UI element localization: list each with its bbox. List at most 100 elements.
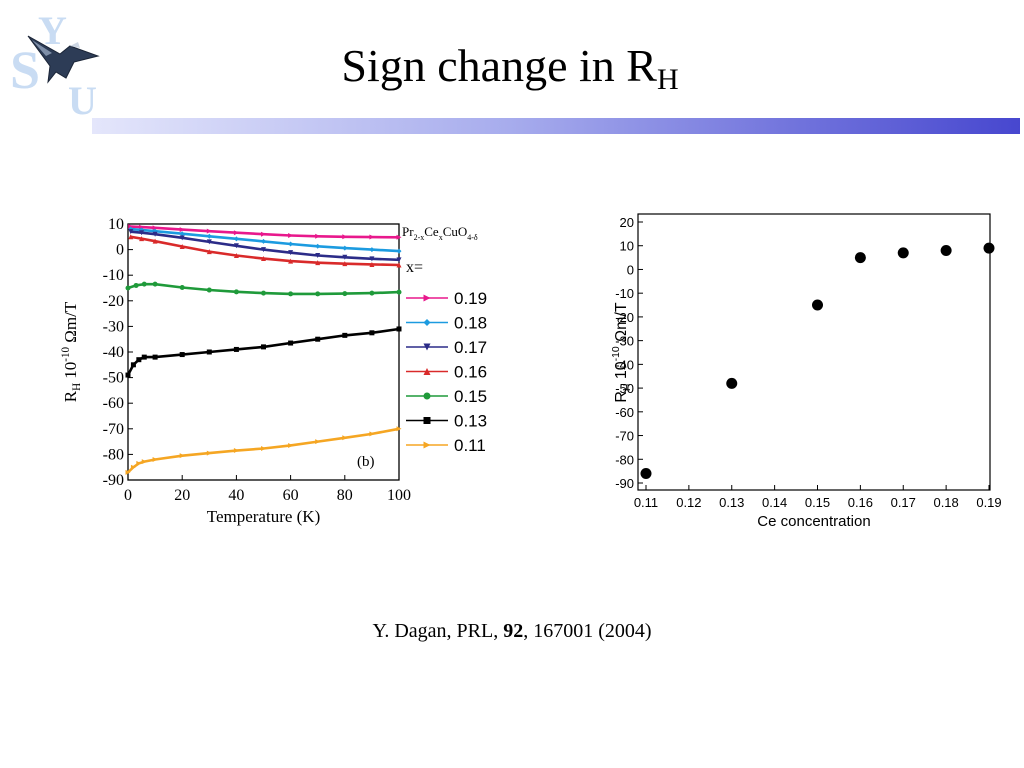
data-point [315,336,321,342]
legend-item-0.17: 0.17 [406,338,487,357]
data-point [396,326,402,332]
right-y-tick-label: -60 [615,405,634,420]
series-0.15 [125,281,402,297]
data-point [369,330,375,336]
data-point [342,435,348,441]
series-line [130,235,400,267]
data-point [206,450,212,456]
data-point [396,289,402,295]
left-y-tick-label: -80 [103,446,124,463]
data-point [152,457,158,463]
scatter-point [897,247,909,259]
right-x-axis-label: Ce concentration [757,513,870,530]
right-x-tick-label: 0.12 [676,495,701,510]
data-point [139,224,145,230]
svg-text:RH 10-10 Ωm/T: RH 10-10 Ωm/T [60,301,83,402]
legend-item-0.16: 0.16 [406,363,487,382]
data-point [206,349,212,355]
data-point [152,225,158,231]
legend-item-label: 0.16 [454,363,487,382]
data-point [233,346,239,352]
right-x-tick-label: 0.13 [719,495,744,510]
data-point [288,291,294,297]
data-point [206,233,212,239]
left-y-tick-label: 10 [108,216,124,233]
data-point [315,252,321,258]
legend-item-label: 0.15 [454,387,487,406]
left-x-tick-label: 60 [283,487,299,504]
data-point [315,260,321,266]
legend-item-0.19: 0.19 [406,289,487,308]
left-x-tick-label: 40 [228,487,244,504]
data-point [342,245,348,251]
data-point [130,464,136,470]
data-point [369,290,375,296]
data-point [206,249,212,255]
series-line [126,327,400,376]
data-point [233,230,239,236]
scatter-point [726,377,738,389]
right-y-tick-label: -90 [615,476,634,491]
title-subscript: H [656,63,679,96]
data-point [152,231,158,237]
series-0.16 [128,234,402,268]
data-point [369,431,375,437]
data-point [125,372,131,378]
data-point [396,262,402,268]
legend-label: x= [406,259,423,276]
right-y-tick-label: -20 [615,310,634,325]
scatter-point [983,242,995,254]
data-point [315,291,321,297]
data-point [128,229,134,235]
legend-item-0.18: 0.18 [406,314,487,333]
right-x-tick-label: 0.18 [933,495,958,510]
data-point [130,362,136,368]
data-point [179,244,185,250]
right-plot-frame [637,213,991,491]
data-point [288,442,294,448]
series-line [130,230,400,262]
data-point [152,238,158,244]
right-x-tick-label: 0.16 [848,495,873,510]
data-point [342,254,348,260]
data-point [369,234,375,240]
right-y-tick-label: -40 [615,357,634,372]
data-point [288,233,294,239]
right-x-tick-label: 0.11 [634,495,658,510]
data-point [261,247,266,253]
left-x-tick-label: 20 [174,487,190,504]
left-y-tick-label: -90 [103,472,124,489]
logo-letter-u: U [68,78,97,118]
left-x-tick-label: 80 [337,487,353,504]
eagle-icon [27,35,100,84]
legend-title: Pr2-xCexCuO4-δ [402,224,478,242]
legend-item-label: 0.13 [454,412,487,431]
right-y-axis-label: RH 10-10 Ωm/T [611,302,633,403]
data-point [261,238,266,244]
scatter-point [854,252,866,264]
right-y-tick-label: -80 [615,452,634,467]
legend-swatch-marker [423,392,431,400]
left-y-tick-label: -70 [103,421,124,438]
scatter-point [640,468,652,480]
data-point [125,285,131,291]
legend-item-0.15: 0.15 [406,387,487,406]
data-point [179,231,185,237]
data-point [128,234,134,240]
data-point [179,352,185,358]
left-y-tick-label: -50 [103,370,124,387]
scatter-point [940,244,952,256]
logo-letter-s: S [10,40,40,100]
data-point [369,256,375,262]
legend-swatch-marker [423,441,431,449]
data-point [206,239,212,245]
right-x-tick-label: 0.17 [891,495,916,510]
left-y-axis-label: RH 10-10 Ωm/T [60,301,83,402]
university-logo: Y S U [8,6,108,123]
data-point [342,234,348,240]
left-y-tick-label: -60 [103,395,124,412]
right-y-tick-label: -70 [615,429,634,444]
left-y-tick-label: -30 [103,318,124,335]
data-point [315,243,321,249]
left-y-tick-label: 0 [116,242,124,259]
